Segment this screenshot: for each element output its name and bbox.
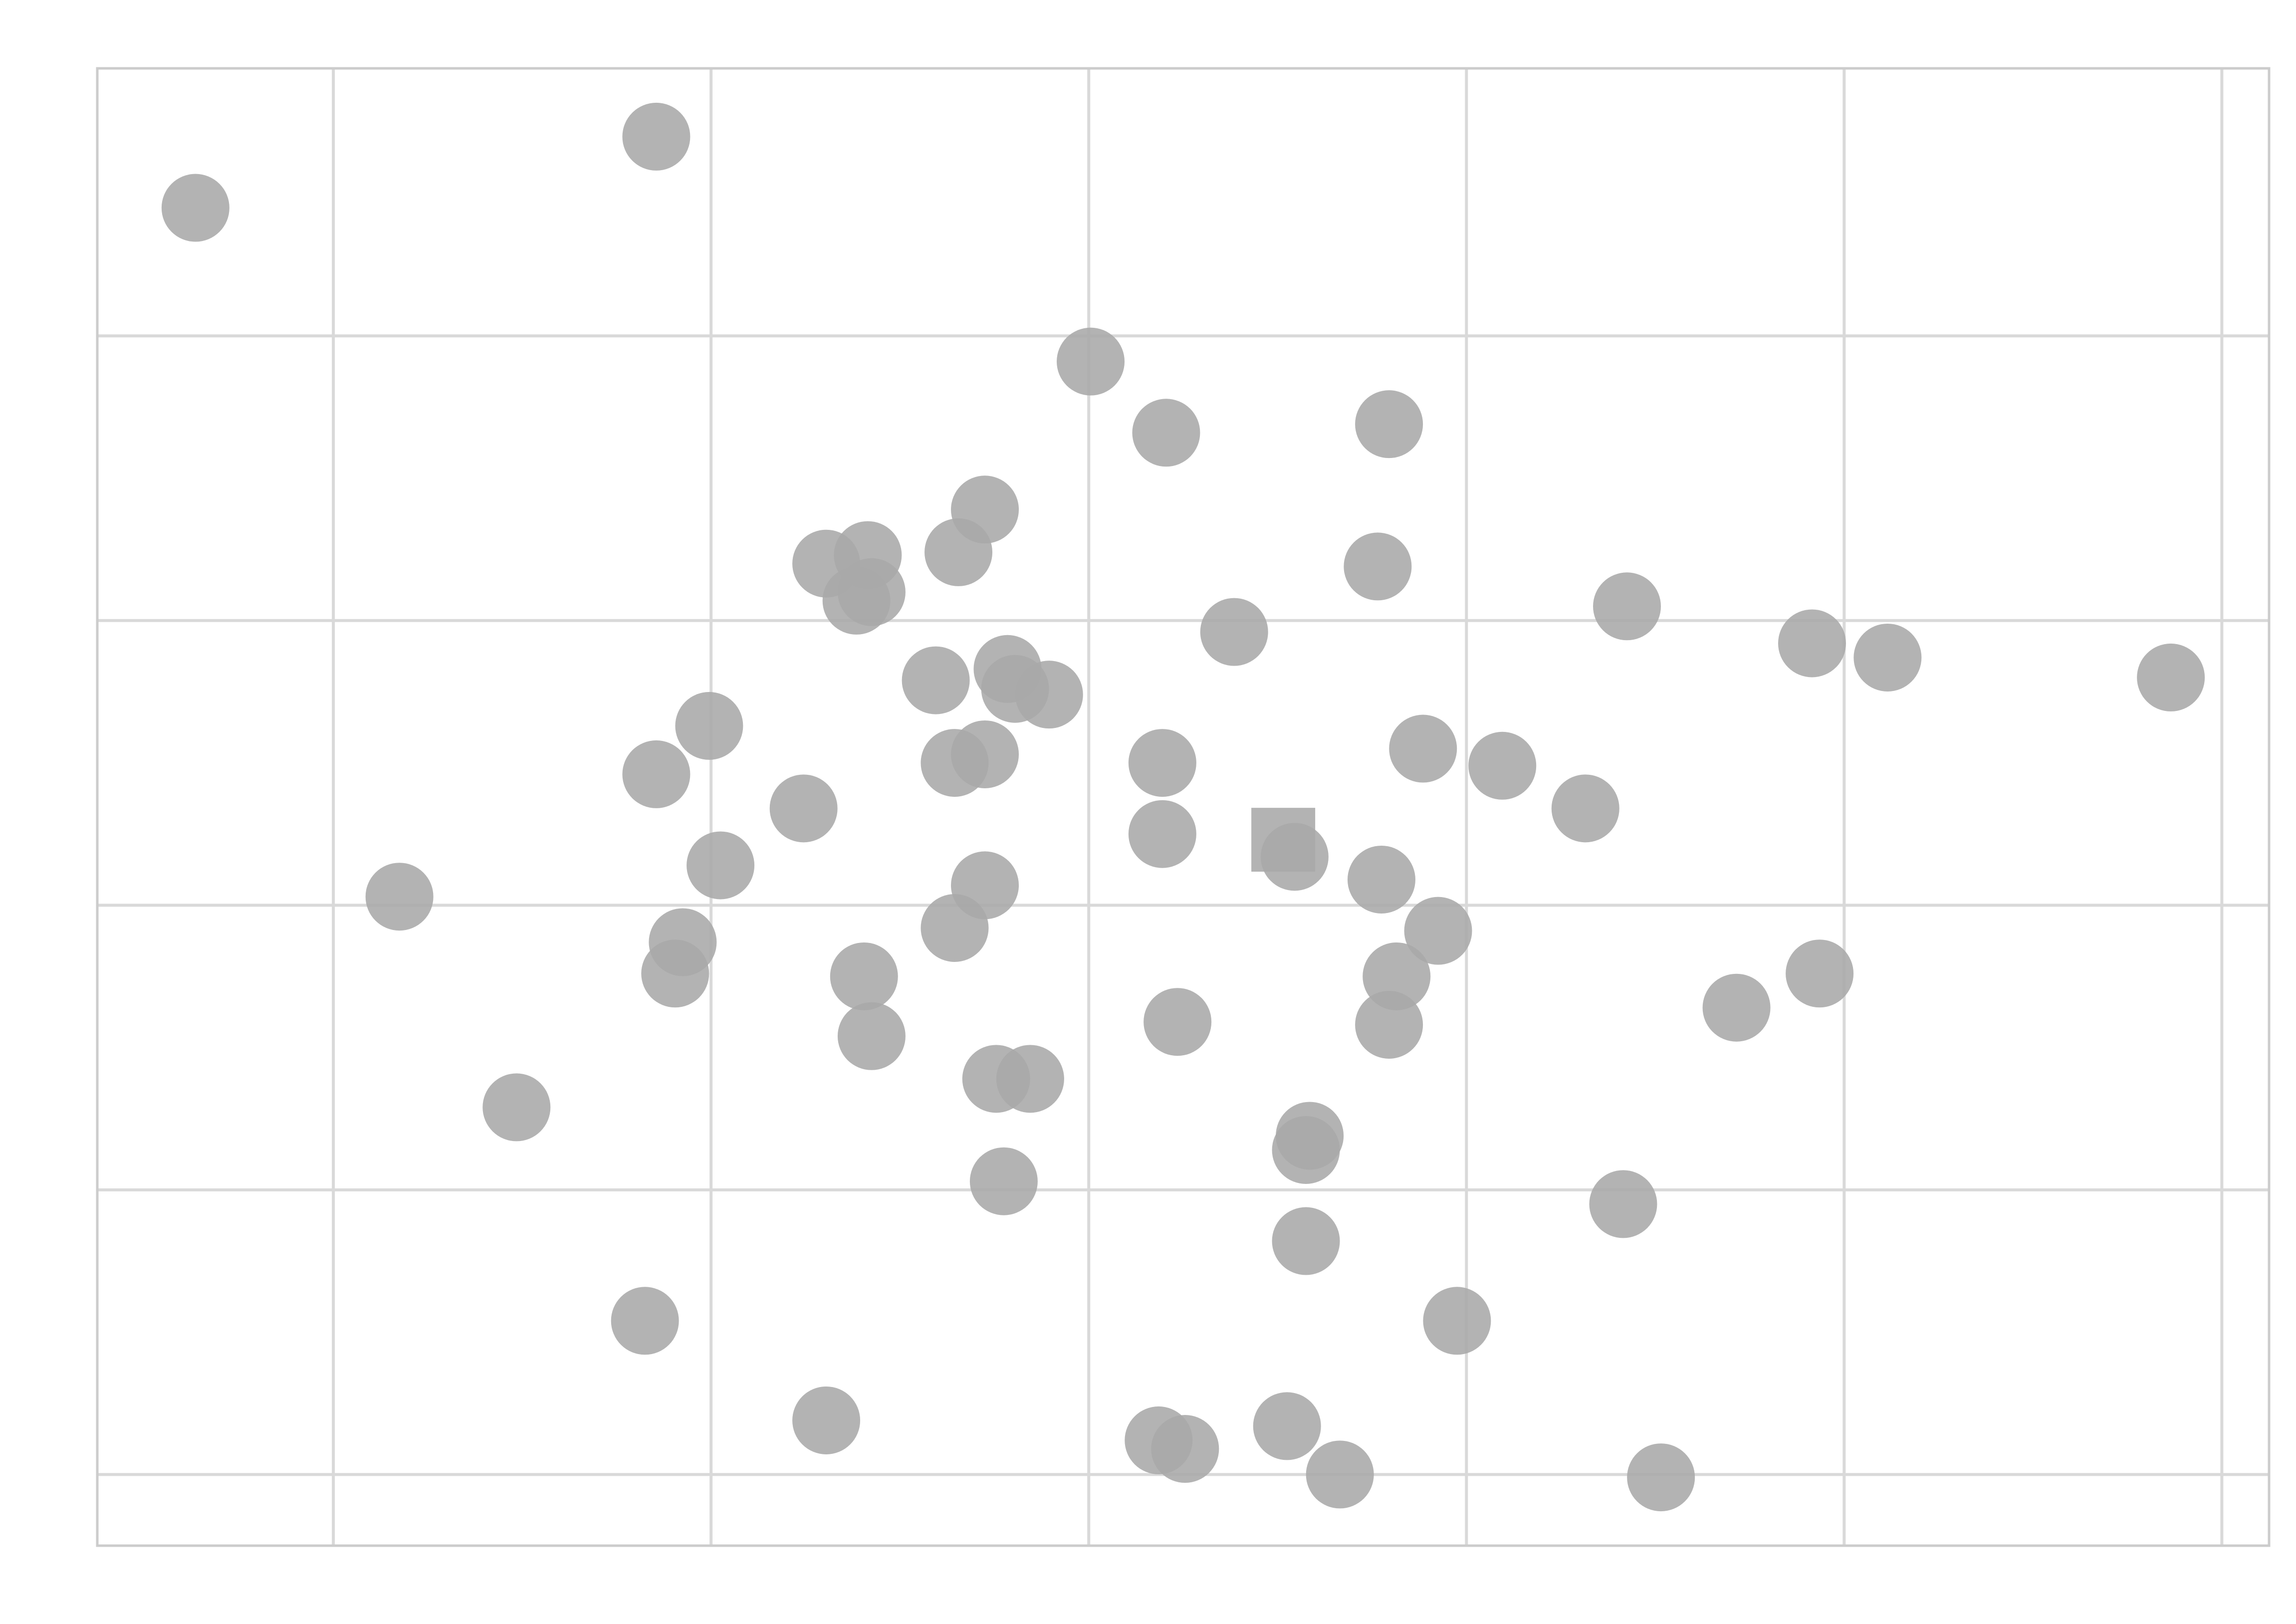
data-point-38 (641, 939, 709, 1008)
data-point-36 (920, 894, 989, 962)
data-point-1 (622, 102, 690, 171)
data-point-45 (837, 1002, 906, 1070)
data-points (161, 102, 2205, 1512)
data-point-22 (622, 740, 690, 808)
data-point-55 (611, 1287, 679, 1355)
data-point-32 (1347, 845, 1415, 914)
centroid-marker (1251, 808, 1316, 872)
data-point-42 (1355, 990, 1423, 1059)
data-point-33 (687, 831, 755, 900)
data-point-30 (1128, 800, 1196, 868)
data-point-27 (1389, 714, 1457, 783)
data-point-52 (1589, 1170, 1657, 1238)
data-point-49 (996, 1045, 1064, 1113)
data-point-20 (1015, 661, 1083, 729)
data-point-23 (769, 774, 838, 843)
data-point-15 (1853, 623, 1922, 692)
data-point-28 (1468, 731, 1537, 800)
grid (97, 68, 2269, 1546)
data-point-4 (1355, 390, 1423, 459)
data-point-26 (1128, 729, 1196, 797)
centroid-layer (1251, 808, 1316, 872)
data-point-47 (482, 1073, 551, 1142)
data-point-8 (924, 518, 993, 586)
data-point-17 (902, 646, 970, 714)
data-point-10 (837, 558, 906, 626)
data-point-0 (161, 174, 230, 242)
data-point-61 (1306, 1440, 1374, 1509)
data-point-29 (1551, 774, 1619, 843)
data-point-16 (2137, 643, 2205, 711)
data-point-62 (1627, 1443, 1695, 1512)
data-point-57 (792, 1386, 861, 1454)
data-point-25 (951, 720, 1019, 788)
data-point-12 (1200, 598, 1268, 666)
data-point-34 (365, 863, 434, 931)
data-point-40 (1404, 897, 1472, 965)
data-point-51 (1272, 1116, 1340, 1184)
data-point-44 (1786, 939, 1854, 1008)
data-point-60 (1253, 1392, 1321, 1460)
plot-frame (96, 67, 2271, 1547)
data-point-43 (1702, 973, 1771, 1042)
data-point-46 (1144, 988, 1212, 1056)
data-point-11 (1344, 532, 1412, 601)
data-point-39 (830, 942, 898, 1010)
data-point-21 (675, 692, 743, 760)
data-point-56 (1423, 1287, 1491, 1355)
data-point-13 (1593, 572, 1661, 641)
data-point-59 (1151, 1415, 1219, 1483)
data-point-53 (969, 1147, 1038, 1215)
data-point-2 (1057, 327, 1125, 396)
data-point-3 (1132, 399, 1200, 467)
data-point-14 (1778, 609, 1846, 678)
data-point-54 (1272, 1207, 1340, 1275)
